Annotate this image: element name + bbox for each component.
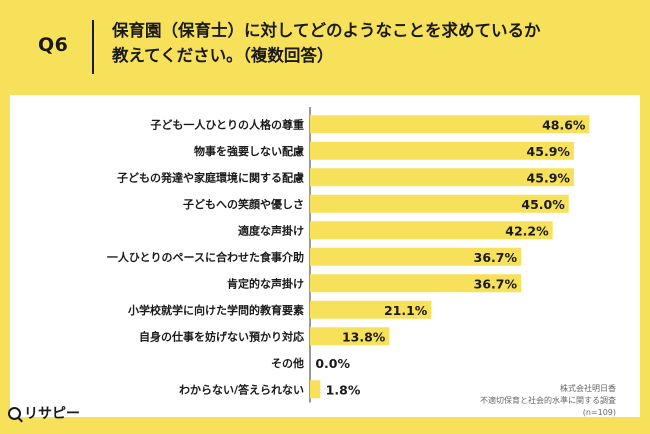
source-survey: 不適切保育と社会的水準に関する調査: [480, 396, 616, 405]
bar: [310, 141, 574, 160]
category-label: わからない/答えられない: [179, 382, 304, 396]
category-label: 子どもの発達や家庭環境に関する配慮: [117, 170, 304, 184]
magnifier-icon: [8, 406, 21, 420]
value-label: 36.7%: [474, 250, 518, 265]
source-sample: (n=109): [582, 408, 616, 417]
value-label: 48.6%: [542, 117, 586, 132]
category-label: 一人ひとりのペースに合わせた食事介助: [107, 250, 304, 264]
brand-name: リサピー: [24, 406, 80, 422]
value-label: 21.1%: [384, 303, 428, 318]
bar-chart: 子ども一人ひとりの人格の尊重 48.6% 物事を強要しない配慮 45.9% 子どもの発達…: [107, 107, 590, 403]
bar: [310, 194, 569, 213]
question-title-line-2: 教えてください。（複数回答）: [112, 46, 334, 65]
question-title: 保育園（保育士）に対してどのようなことを求めているか 教えてください。（複数回答…: [112, 18, 632, 68]
bar: [310, 300, 432, 319]
source-company: 株式会社明日香: [560, 384, 616, 393]
source-note: 株式会社明日香 不適切保育と社会的水準に関する調査 (n=109): [480, 383, 616, 419]
bar: [310, 274, 522, 293]
bar: [310, 327, 390, 346]
bar: [310, 380, 321, 399]
category-label: 小学校就学に向けた学問的教育要素: [127, 303, 304, 317]
chart-panel: 子ども一人ひとりの人格の尊重 48.6% 物事を強要しない配慮 45.9% 子どもの発達…: [10, 95, 640, 417]
value-label: 45.9%: [527, 170, 571, 185]
bar: [310, 115, 590, 134]
header-divider: [92, 20, 94, 74]
bar: [310, 221, 553, 240]
bar: [310, 247, 522, 266]
value-label: 45.9%: [527, 144, 571, 159]
value-label: 1.8%: [326, 382, 361, 397]
category-label: 子ども一人ひとりの人格の尊重: [150, 117, 304, 131]
value-label: 45.0%: [521, 197, 565, 212]
question-label: Q6: [38, 34, 69, 56]
value-label: 42.2%: [505, 223, 549, 238]
category-label: 子どもへの笑顔や優しさ: [183, 197, 304, 211]
value-label: 36.7%: [474, 276, 518, 291]
category-label: 自身の仕事を妨げない預かり対応: [139, 329, 304, 343]
category-label: その他: [271, 356, 304, 370]
value-label: 13.8%: [342, 329, 386, 344]
category-label: 肯定的な声掛け: [227, 276, 304, 290]
brand-logo: リサピー: [8, 403, 80, 423]
value-label: 0.0%: [315, 356, 350, 371]
question-title-line-1: 保育園（保育士）に対してどのようなことを求めているか: [112, 21, 541, 40]
category-label: 適度な声掛け: [238, 223, 304, 237]
category-label: 物事を強要しない配慮: [194, 144, 304, 158]
bar: [310, 168, 574, 187]
